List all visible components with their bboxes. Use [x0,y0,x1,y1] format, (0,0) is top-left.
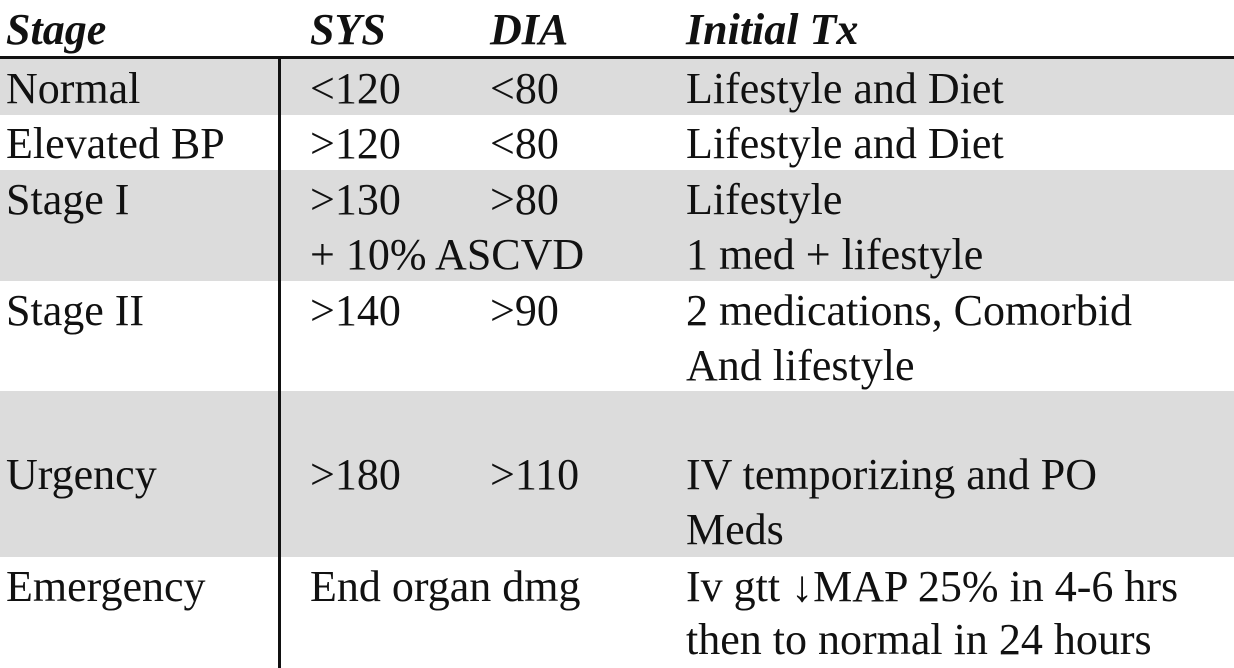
stage-stage-ii: Stage II [6,286,145,335]
dia-urgency: >110 [490,450,580,499]
row-bg-stage-i [0,170,1234,281]
sys-stage-ii: >140 [310,286,401,335]
stage-stage-i: Stage I [6,175,130,224]
tx-emergency: Iv gtt ↓MAP 25% in 4-6 hrs [686,562,1179,611]
sys-emergency: End organ dmg [310,562,581,611]
header-dia: DIA [490,5,569,54]
tx-elevated-bp: Lifestyle and Diet [686,119,1004,168]
row-bg-normal [0,59,1234,115]
stage-elevated-bp: Elevated BP [6,119,225,168]
dia-elevated-bp: <80 [490,119,559,168]
stage-emergency: Emergency [6,562,206,611]
sys-stage-i: >130 [310,175,401,224]
stage-normal: Normal [6,64,141,113]
dia-normal: <80 [490,64,559,113]
tx-stage-ii: 2 medications, Comorbid [686,286,1133,335]
sys-stage-i-ascvd: + 10% ASCVD [310,230,585,279]
tx-urgency: IV temporizing and PO [686,450,1098,499]
tx-stage-i: Lifestyle [686,175,843,224]
tx-stage-i-med: 1 med + lifestyle [686,230,984,279]
tx-emergency-line2: then to normal in 24 hours [686,615,1152,664]
tx-stage-ii-line2: And lifestyle [686,341,915,390]
stage-urgency: Urgency [6,450,157,499]
header-divider [0,56,1234,59]
header-initial-tx: Initial Tx [686,5,859,54]
sys-urgency: >180 [310,450,401,499]
header-sys: SYS [310,5,386,54]
dia-stage-i: >80 [490,175,559,224]
tx-urgency-line2: Meds [686,505,784,554]
header-stage: Stage [6,5,107,54]
sys-normal: <120 [310,64,401,113]
stage-column-divider [278,58,281,668]
dia-stage-ii: >90 [490,286,559,335]
row-bg-urgency [0,391,1234,557]
sys-elevated-bp: >120 [310,119,401,168]
tx-normal: Lifestyle and Diet [686,64,1004,113]
